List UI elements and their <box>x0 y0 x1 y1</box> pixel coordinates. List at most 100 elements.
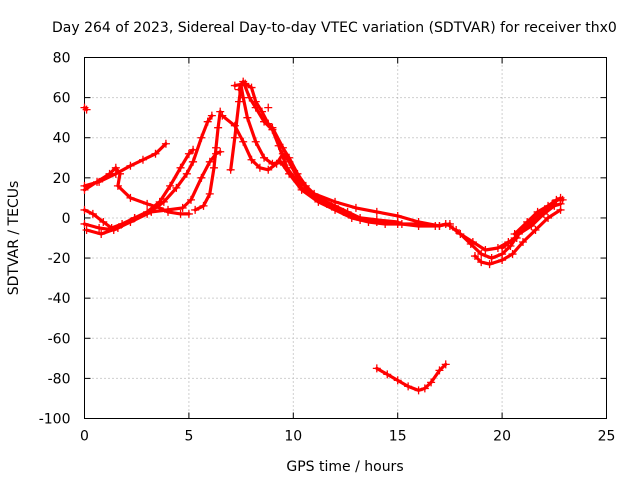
data-point <box>230 133 239 142</box>
x-tick-label: 0 <box>80 429 89 445</box>
data-point <box>531 225 540 234</box>
data-point <box>95 223 104 232</box>
data-point <box>268 159 277 168</box>
y-tick-label: -100 <box>39 412 71 428</box>
y-tick-label: 40 <box>53 131 71 147</box>
y-tick-label: -80 <box>48 371 71 387</box>
data-point <box>435 221 444 230</box>
x-tick-label: 5 <box>184 429 193 445</box>
data-point <box>184 149 193 158</box>
data-point <box>485 260 494 269</box>
data-point <box>301 181 310 190</box>
grid <box>84 57 607 419</box>
x-tick-label: 25 <box>598 429 616 445</box>
data-point <box>159 197 168 206</box>
data-point <box>351 203 360 212</box>
data-point <box>487 254 496 263</box>
x-axis-label: GPS time / hours <box>286 459 403 475</box>
y-tick-label: -20 <box>48 251 71 267</box>
data-point <box>533 207 542 216</box>
data-point <box>203 117 212 126</box>
data-point <box>481 246 490 255</box>
data-point <box>230 81 239 90</box>
data-point <box>339 207 348 216</box>
data-point <box>239 137 248 146</box>
data-point <box>322 199 331 208</box>
data-point <box>372 217 381 226</box>
data-point <box>126 161 135 170</box>
data-point <box>518 238 527 247</box>
data-point <box>176 209 185 218</box>
data-point <box>212 143 221 152</box>
data-point <box>510 229 519 238</box>
data-point <box>207 111 216 120</box>
series-line <box>454 202 563 260</box>
series-arc-17 <box>510 195 567 238</box>
series-group <box>80 77 567 395</box>
data-point <box>264 165 273 174</box>
data-point <box>151 149 160 158</box>
data-point <box>172 183 181 192</box>
data-point <box>274 141 283 150</box>
data-point <box>264 103 273 112</box>
data-point <box>420 384 429 393</box>
data-point <box>166 181 175 190</box>
data-point <box>182 169 191 178</box>
data-point <box>556 205 565 214</box>
data-point <box>97 229 106 238</box>
data-point <box>178 203 187 212</box>
series-arc-8 <box>218 111 444 230</box>
data-point <box>247 83 256 92</box>
data-point <box>297 183 306 192</box>
data-point <box>427 378 436 387</box>
data-point <box>82 105 91 114</box>
data-point <box>161 139 170 148</box>
series-arc-2 <box>80 139 170 190</box>
data-point <box>260 153 269 162</box>
data-point <box>218 111 227 120</box>
data-point <box>95 177 104 186</box>
series-arc-13 <box>445 221 521 255</box>
data-point <box>197 173 206 182</box>
data-point <box>498 256 507 265</box>
data-point <box>186 195 195 204</box>
data-point <box>466 240 475 249</box>
data-point <box>470 252 479 261</box>
data-point <box>372 364 381 373</box>
ticks: 0 5 10 15 20 25 80 60 40 20 0 -20 -40 -60 -80 -100 <box>39 51 616 445</box>
data-point <box>205 189 214 198</box>
data-point <box>414 386 423 395</box>
data-point <box>113 181 122 190</box>
data-point <box>435 366 444 375</box>
data-point <box>243 113 252 122</box>
data-point <box>164 205 173 214</box>
data-point <box>558 195 567 204</box>
data-point <box>235 97 244 106</box>
data-point <box>293 169 302 178</box>
data-point <box>239 77 248 86</box>
data-point <box>404 382 413 391</box>
data-point <box>498 244 507 253</box>
data-point <box>216 147 225 156</box>
data-point <box>130 213 139 222</box>
x-tick-label: 20 <box>493 429 511 445</box>
data-point <box>226 165 235 174</box>
data-point <box>251 103 260 112</box>
y-tick-label: 0 <box>62 211 71 227</box>
data-point <box>214 123 223 132</box>
data-point <box>452 225 461 234</box>
data-point <box>111 169 120 178</box>
data-point <box>285 153 294 162</box>
series-line <box>85 150 222 236</box>
x-tick-label: 15 <box>389 429 407 445</box>
data-point <box>508 250 517 259</box>
data-point <box>82 225 91 234</box>
data-point <box>143 199 152 208</box>
data-point <box>544 201 553 210</box>
data-point <box>477 250 486 259</box>
series-arc-12 <box>264 103 273 112</box>
data-point <box>147 207 156 216</box>
data-point <box>126 193 135 202</box>
data-point <box>88 209 97 218</box>
y-tick-label: -40 <box>48 291 71 307</box>
